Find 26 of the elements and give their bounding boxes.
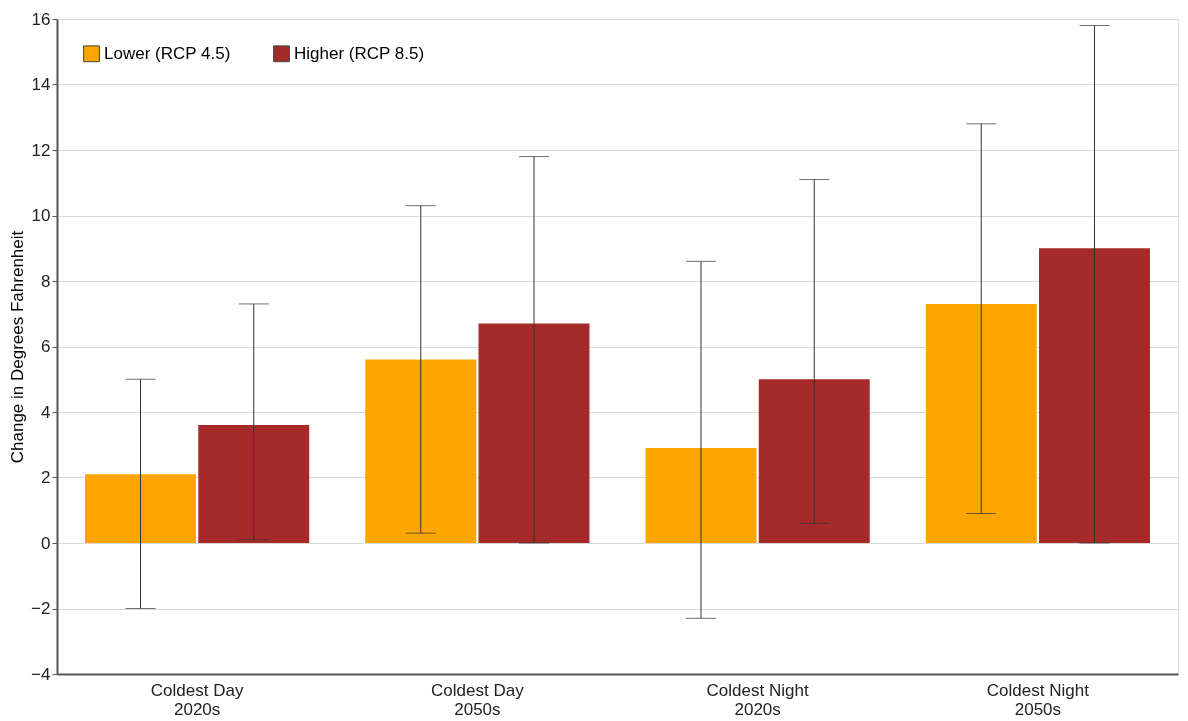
bar [478,323,590,543]
x-tick-label: Coldest Day 2020s [150,680,244,719]
x-tick-label: Coldest Day 2050s [431,680,525,719]
y-tick-label: 16 [31,9,51,29]
bar [925,303,1037,543]
y-axis-title: Change in Degrees Fahrenheit [8,230,28,464]
y-tick-label: 10 [31,206,51,225]
x-tick-label: Coldest Night 2020s [706,680,809,719]
legend-label: Higher (RCP 8.5) [294,43,425,63]
y-tick-label: −4 [31,664,51,684]
y-tick-label: 0 [41,533,51,553]
bar [365,359,477,543]
y-tick-label: 2 [41,468,51,487]
y-tick-label: 14 [31,75,51,94]
legend-label: Lower (RCP 4.5) [104,43,231,63]
bar [85,474,196,543]
y-tick-label: 12 [31,140,51,160]
bar [645,448,757,543]
bar [1039,248,1150,543]
y-tick-label: 8 [41,271,51,291]
y-tick-label: 6 [41,337,51,356]
x-tick-label: Coldest Night 2050s [986,680,1090,719]
y-tick-label: 4 [41,402,51,422]
bar [198,425,310,543]
y-tick-label: −2 [31,599,51,618]
bar [758,379,870,543]
